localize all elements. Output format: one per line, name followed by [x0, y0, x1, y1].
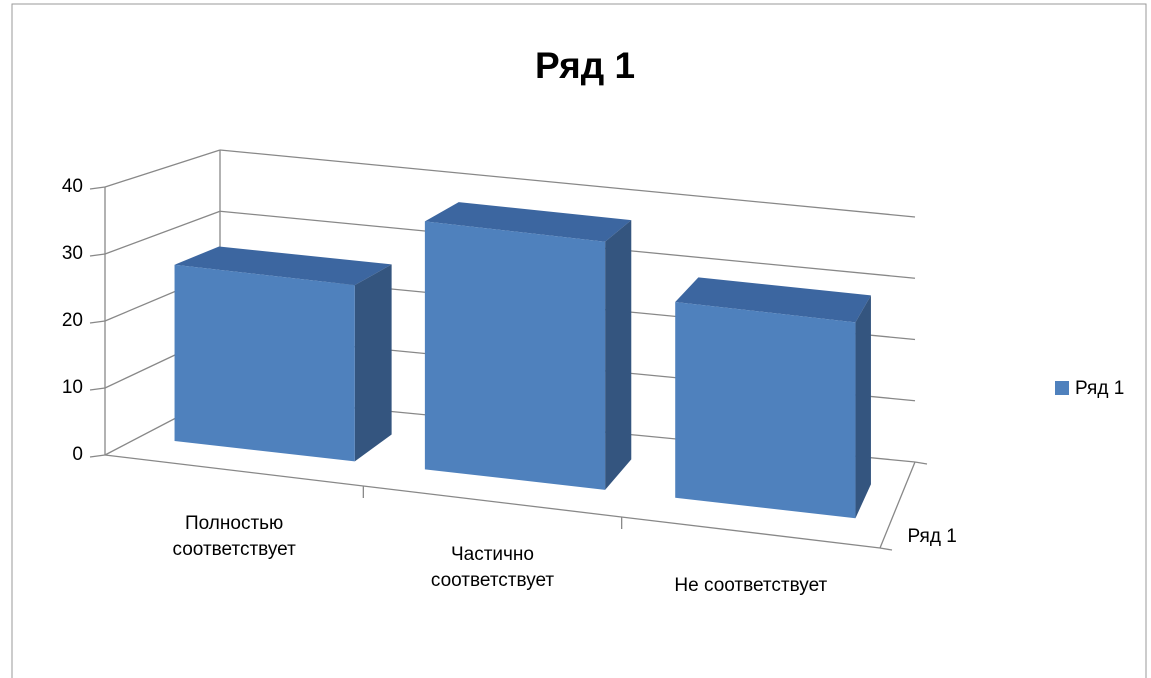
- legend-swatch: [1055, 381, 1069, 395]
- y-tick-label: 0: [72, 444, 83, 465]
- grid-line: [104, 149, 221, 188]
- bar-top: [424, 202, 632, 242]
- y-tick-label: 20: [62, 310, 83, 331]
- depth-tick: [879, 547, 893, 551]
- grid-line: [104, 210, 221, 255]
- y-tick: [89, 454, 106, 458]
- bar-side: [855, 295, 871, 519]
- y-tick: [89, 186, 106, 190]
- y-tick-label: 40: [62, 176, 83, 197]
- bar-top: [675, 277, 871, 323]
- legend-label: Ряд 1: [1075, 378, 1124, 399]
- grid-line: [219, 149, 916, 218]
- bar-top: [174, 246, 392, 286]
- y-tick: [89, 253, 106, 257]
- y-tick: [89, 387, 106, 391]
- y-tick-label: 10: [62, 377, 83, 398]
- x-tick-label: Полностью соответствует: [172, 512, 296, 560]
- depth-tick: [914, 461, 928, 465]
- bar-side: [605, 220, 632, 490]
- bar-side: [354, 264, 392, 462]
- x-tick-label: Не соответствует: [674, 574, 828, 596]
- y-tick: [89, 320, 106, 324]
- bar: [174, 264, 355, 462]
- depth-axis: [879, 461, 916, 549]
- y-tick-label: 30: [62, 243, 83, 264]
- bar: [675, 301, 856, 519]
- x-tick-label: Частично соответствует: [430, 543, 555, 591]
- depth-label: Ряд 1: [908, 526, 957, 547]
- bar: [424, 221, 606, 490]
- chart-title: Ряд 1: [535, 45, 635, 86]
- x-axis: [104, 454, 881, 549]
